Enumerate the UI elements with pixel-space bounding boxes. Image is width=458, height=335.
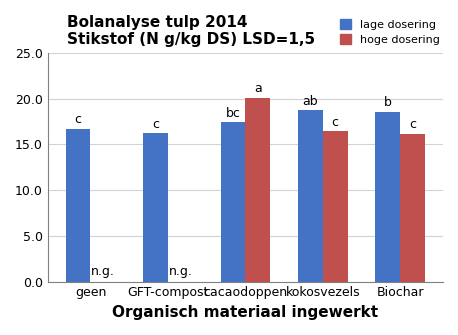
Bar	[221, 122, 245, 282]
Bar	[400, 134, 425, 282]
Text: n.g.: n.g.	[91, 265, 115, 278]
Text: n.g.: n.g.	[169, 265, 192, 278]
Bar	[245, 97, 270, 282]
Text: c: c	[409, 119, 416, 131]
Text: bc: bc	[225, 107, 240, 120]
X-axis label: Organisch materiaal ingewerkt: Organisch materiaal ingewerkt	[112, 305, 378, 320]
Text: c: c	[332, 116, 339, 129]
Bar	[143, 133, 168, 282]
Text: b: b	[384, 96, 392, 110]
Bar	[376, 112, 400, 282]
Bar	[65, 129, 91, 282]
Text: a: a	[254, 82, 262, 95]
Text: c: c	[152, 118, 159, 131]
Text: c: c	[75, 113, 82, 126]
Bar	[298, 111, 323, 282]
Legend: lage dosering, hoge dosering: lage dosering, hoge dosering	[337, 16, 443, 48]
Text: ab: ab	[303, 95, 318, 108]
Bar	[323, 131, 348, 282]
Text: Bolanalyse tulp 2014
Stikstof (N g/kg DS) LSD=1,5: Bolanalyse tulp 2014 Stikstof (N g/kg DS…	[67, 15, 316, 47]
